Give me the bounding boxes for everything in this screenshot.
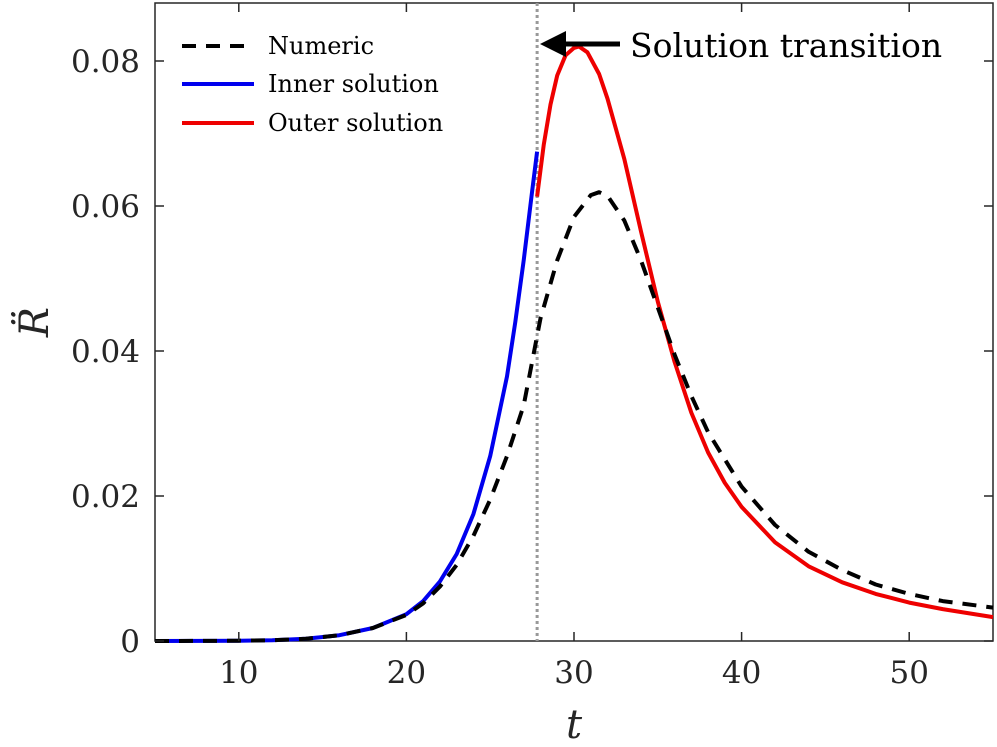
annotation-label: Solution transition — [630, 26, 942, 65]
legend: Numeric Inner solution Outer solution — [182, 32, 443, 137]
ticks-layer: 10 20 30 40 50 0 0.02 0.04 0.06 0.08 — [71, 3, 993, 691]
legend-label: Outer solution — [268, 109, 443, 137]
legend-label: Numeric — [268, 32, 374, 60]
x-tick-label: 20 — [387, 655, 426, 691]
legend-label: Inner solution — [268, 70, 439, 98]
y-tick-label: 0.06 — [71, 189, 140, 225]
y-axis-title: R̈ — [11, 307, 58, 338]
x-tick-label: 10 — [219, 655, 258, 691]
plot-area — [154, 2, 994, 642]
y-tick-label: 0.04 — [71, 334, 140, 370]
series-line-inner-solution — [154, 151, 540, 643]
x-axis-title: t — [566, 702, 583, 747]
x-tick-label: 50 — [889, 655, 928, 691]
x-tick-label: 40 — [722, 655, 761, 691]
y-tick-label: 0 — [120, 624, 140, 660]
y-tick-label: 0.02 — [71, 479, 140, 515]
arrow-head-icon — [540, 31, 566, 57]
transition-annotation: Solution transition — [540, 26, 942, 65]
y-tick-label: 0.08 — [71, 44, 140, 80]
axes-box — [154, 2, 994, 642]
x-tick-label: 30 — [554, 655, 593, 691]
